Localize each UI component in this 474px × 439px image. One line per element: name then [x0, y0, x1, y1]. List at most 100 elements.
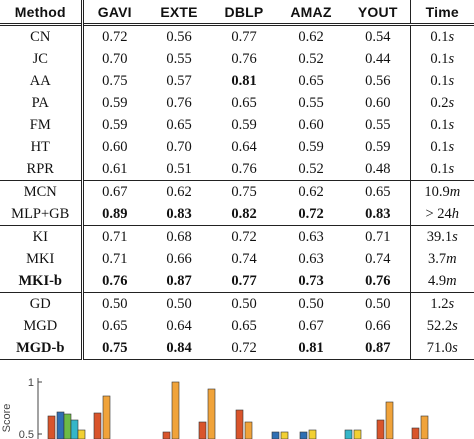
score-cell: 0.65	[298, 72, 324, 89]
table-row: MGD-b 0.75 0.84 0.72 0.81 0.87 71.0s	[0, 337, 474, 360]
chart-bar	[102, 395, 111, 439]
chart-bar	[207, 388, 216, 439]
score-cell: 0.71	[102, 250, 128, 267]
score-cell: 0.60	[365, 94, 391, 111]
time-cell: 10.9m	[409, 180, 474, 203]
score-cell: 0.64	[231, 138, 257, 155]
score-cell: 0.56	[365, 72, 391, 89]
table-row: PA 0.59 0.76 0.65 0.55 0.60 0.2s	[0, 92, 474, 114]
chart-bar	[77, 429, 86, 439]
score-cell: 0.74	[365, 250, 391, 267]
time-unit: m	[446, 272, 457, 289]
score-cell: 0.82	[231, 205, 257, 222]
score-cell: 0.50	[346, 292, 410, 315]
time-cell: 39.1s	[409, 225, 474, 248]
table-row: GD 0.50 0.50 0.50 0.50 0.50 1.2s	[0, 292, 474, 315]
chart-bar	[280, 431, 289, 439]
y-tick-label-0-5: 0.5	[19, 429, 34, 439]
time-unit: m	[446, 250, 457, 267]
score-cell: 0.72	[298, 205, 324, 222]
score-cell: 0.65	[166, 116, 192, 133]
score-cell: 0.70	[166, 138, 192, 155]
time-cell: 1.2s	[409, 292, 474, 315]
score-cell: 0.76	[231, 160, 257, 177]
time-unit: s	[448, 50, 455, 67]
chart-ylabel: Score	[1, 404, 13, 433]
score-cell: 0.87	[346, 337, 410, 360]
score-cell: 0.48	[365, 160, 391, 177]
time-value: > 24	[425, 205, 452, 222]
time-unit: s	[448, 72, 455, 89]
score-cell: 0.75	[212, 180, 276, 203]
score-cell: 0.70	[102, 50, 128, 67]
table-row: AA 0.75 0.57 0.81 0.65 0.56 0.1s	[0, 70, 474, 92]
time-value: 0.1	[430, 160, 449, 177]
score-cell: 0.71	[82, 225, 146, 248]
table-body: CN 0.72 0.56 0.77 0.62 0.54 0.1s JC 0.70 0.55 0.76…	[0, 24, 474, 360]
method-cell: MCN	[0, 180, 84, 203]
score-cell: 0.62	[276, 180, 346, 203]
table-row: MCN 0.67 0.62 0.75 0.62 0.65 10.9m	[0, 180, 474, 203]
score-cell: 0.67	[298, 317, 324, 334]
table-row: MLP+GB 0.89 0.83 0.82 0.72 0.83 > 24h	[0, 203, 474, 226]
time-unit: s	[452, 317, 458, 334]
chart-bar	[385, 401, 394, 439]
time-unit: s	[448, 138, 455, 155]
time-value: 10.9	[424, 183, 450, 200]
time-value: 71.0	[426, 339, 453, 356]
time-unit: s	[452, 228, 458, 245]
time-unit: s	[448, 94, 455, 111]
table-row: MGD 0.65 0.64 0.65 0.67 0.66 52.2s	[0, 315, 474, 337]
score-cell: 0.65	[231, 94, 257, 111]
time-cell: 4.9m	[409, 270, 474, 293]
score-cell: 0.59	[365, 138, 391, 155]
score-cell: 0.57	[166, 72, 192, 89]
table-header-row: Method GAVI EXTE DBLP AMAZ YOUT Time	[0, 0, 474, 25]
chart-bars	[47, 381, 429, 439]
score-cell: 0.50	[82, 292, 146, 315]
score-cell: 0.62	[298, 28, 324, 45]
time-value: 4.9	[427, 272, 447, 289]
score-cell: 0.44	[365, 50, 391, 67]
method-cell: AA	[0, 70, 84, 92]
score-cell: 0.59	[298, 138, 324, 155]
score-cell: 0.67	[82, 180, 146, 203]
method-cell: MKI	[0, 248, 84, 270]
method-cell: MKI-b	[0, 270, 84, 293]
time-cell: 0.1s	[409, 158, 474, 181]
score-cell: 0.56	[166, 28, 192, 45]
score-cell: 0.62	[146, 180, 212, 203]
score-cell: 0.77	[231, 28, 257, 45]
score-cell: 0.77	[231, 272, 257, 289]
score-cell: 0.54	[365, 28, 391, 45]
chart-bar	[244, 421, 253, 439]
score-cell: 0.50	[146, 292, 212, 315]
chart-bar	[162, 431, 171, 439]
score-cell: 0.65	[346, 180, 410, 203]
table-row: MKI-b 0.76 0.87 0.77 0.73 0.76 4.9m	[0, 270, 474, 293]
score-cell: 0.76	[365, 272, 391, 289]
score-cell: 0.60	[298, 116, 324, 133]
score-cell: 0.68	[146, 225, 212, 248]
score-cell: 0.84	[146, 337, 212, 360]
score-cell: 0.71	[346, 225, 410, 248]
score-cell: 0.51	[166, 160, 192, 177]
time-unit: s	[448, 116, 455, 133]
score-cell: 0.72	[102, 28, 128, 45]
header-time: Time	[409, 0, 474, 25]
time-value: 0.1	[430, 138, 449, 155]
score-cell: 0.50	[212, 292, 276, 315]
bar-chart-fragment: Score 1 0.5	[1, 377, 429, 439]
header-amaz: AMAZ	[290, 3, 332, 20]
time-unit: s	[448, 295, 455, 312]
time-value: 3.7	[427, 250, 447, 267]
score-cell: 0.74	[231, 250, 257, 267]
score-cell: 0.64	[166, 317, 192, 334]
score-cell: 0.63	[298, 250, 324, 267]
score-cell: 0.60	[102, 138, 128, 155]
time-cell: 0.1s	[409, 24, 474, 48]
chart-bar	[420, 415, 429, 439]
score-cell: 0.66	[166, 250, 192, 267]
score-cell: 0.89	[102, 205, 128, 222]
score-cell: 0.63	[276, 225, 346, 248]
